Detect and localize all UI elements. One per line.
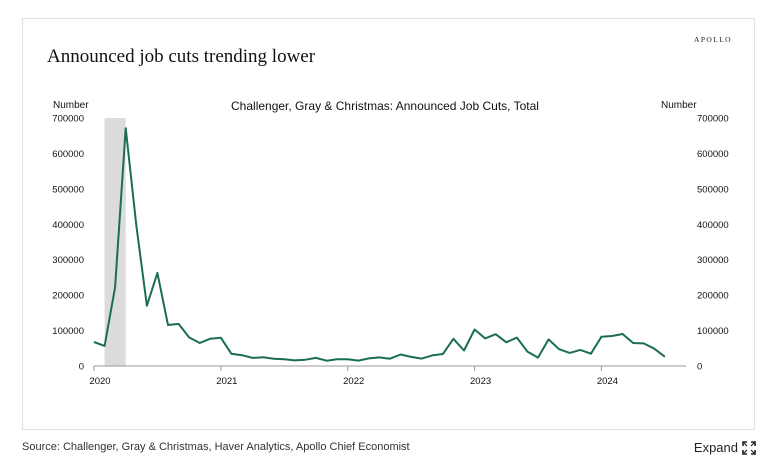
expand-arrows-icon	[742, 440, 756, 455]
expand-label: Expand	[693, 440, 738, 455]
recession-shade	[104, 118, 126, 366]
x-tick-label: 2022	[343, 376, 364, 387]
y-tick-label-left: 100000	[52, 326, 84, 337]
x-tick-label: 2024	[597, 376, 618, 387]
chart-card: APOLLO Announced job cuts trending lower	[22, 18, 755, 430]
y-tick-label-right: 700000	[697, 114, 729, 125]
expand-button[interactable]: Expand	[694, 440, 756, 455]
y-tick-label-left: 600000	[52, 149, 84, 160]
chart-axes: 0 0 100000 100000 200000 200000 300000 300000 40…	[52, 114, 728, 388]
y-tick-label-left: 0	[79, 362, 84, 373]
source-note: Source: Challenger, Gray & Christmas, Ha…	[22, 441, 410, 453]
series-line	[93, 127, 666, 362]
x-tick-label: 2020	[89, 376, 110, 387]
y-tick-label-left: 200000	[52, 291, 84, 302]
y-tick-label-right: 0	[697, 362, 702, 373]
y-tick-label-left: 700000	[52, 114, 84, 125]
y-tick-label-right: 600000	[697, 149, 729, 160]
y-tick-label-right: 500000	[697, 184, 729, 195]
y-axis-label-left: Number	[53, 100, 89, 111]
y-tick-label-left: 400000	[52, 220, 84, 231]
y-axis-label-right: Number	[661, 100, 697, 111]
x-tick-label: 2021	[216, 376, 237, 387]
y-tick-label-left: 500000	[52, 184, 84, 195]
y-tick-label-right: 100000	[697, 326, 729, 337]
y-tick-label-left: 300000	[52, 255, 84, 266]
chart-title: Challenger, Gray & Christmas: Announced …	[231, 99, 539, 113]
y-tick-label-right: 400000	[697, 220, 729, 231]
brand-logo: APOLLO	[694, 35, 732, 44]
y-tick-label-right: 300000	[697, 255, 729, 266]
page-title: Announced job cuts trending lower	[47, 46, 316, 67]
y-tick-label-right: 200000	[697, 291, 729, 302]
x-tick-label: 2023	[470, 376, 491, 387]
